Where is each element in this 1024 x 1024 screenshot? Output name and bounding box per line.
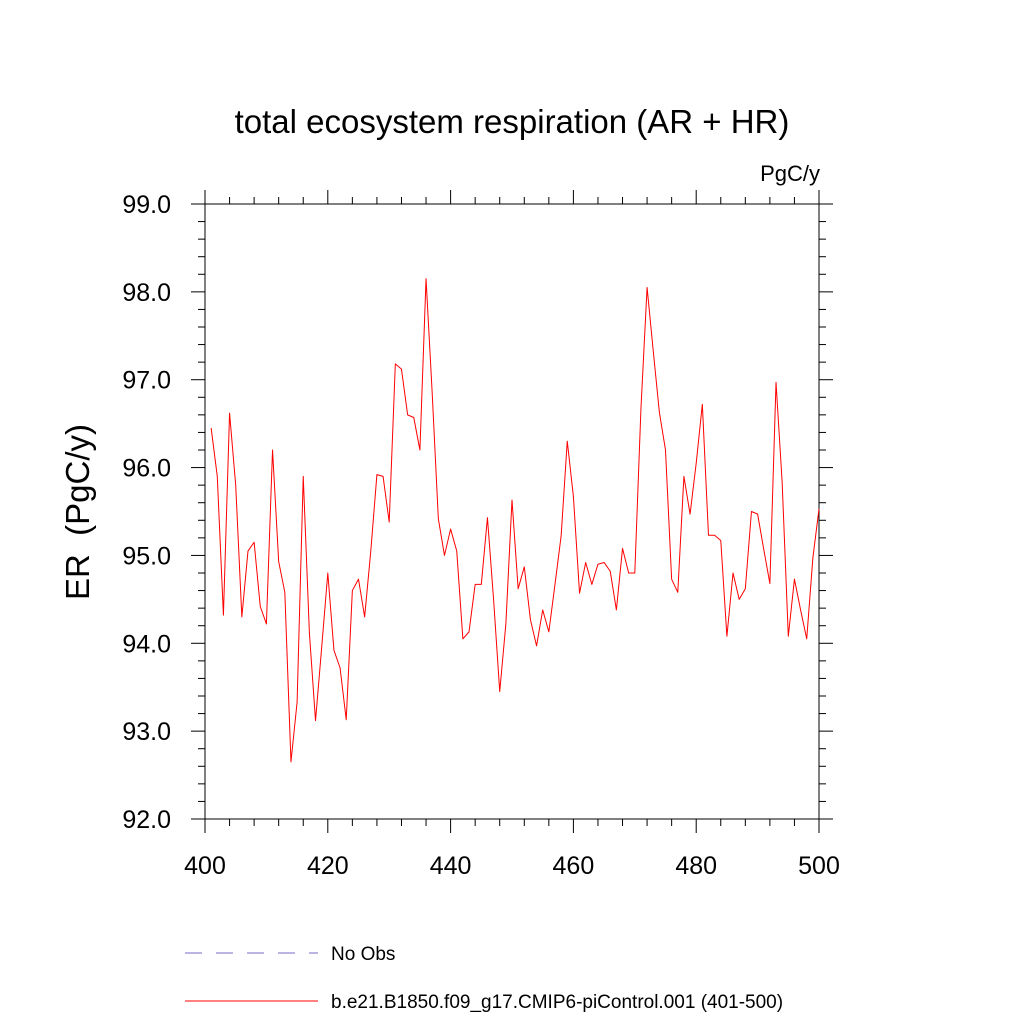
y-axis-label: ER (PgC/y): [59, 424, 96, 600]
plot-frame: [204, 203, 820, 820]
y-tick-label: 96.0: [122, 455, 171, 483]
y-tick-label: 92.0: [122, 806, 171, 834]
legend-no-obs-label: No Obs: [331, 944, 395, 965]
legend: No Obs b.e21.B1850.f09_g17.CMIP6-piContr…: [185, 944, 783, 1013]
series-line-control: [210, 278, 820, 763]
x-tick-label: 460: [553, 852, 595, 880]
x-tick-label: 500: [798, 852, 840, 880]
x-tick-label: 440: [430, 852, 472, 880]
y-tick-label: 98.0: [122, 279, 171, 307]
x-tick-label: 400: [184, 852, 226, 880]
y-tick-label: 94.0: [122, 630, 171, 658]
x-tick-label: 480: [675, 852, 717, 880]
y-tick-label: 99.0: [122, 191, 171, 219]
y-tick-label: 97.0: [122, 367, 171, 395]
y-tick-label: 93.0: [122, 718, 171, 746]
series-layer: [210, 278, 820, 763]
chart-title: total ecosystem respiration (AR + HR): [235, 103, 790, 140]
axis-tick-labels: 400 420 440 460 480 500 92.0 93.0 94.0 95.0 96.0 97…: [122, 191, 840, 880]
axis-ticks: [191, 190, 833, 833]
units-label: PgC/y: [760, 161, 820, 186]
y-tick-label: 95.0: [122, 542, 171, 570]
x-tick-label: 420: [307, 852, 349, 880]
legend-control-label: b.e21.B1850.f09_g17.CMIP6-piControl.001 …: [331, 992, 783, 1013]
